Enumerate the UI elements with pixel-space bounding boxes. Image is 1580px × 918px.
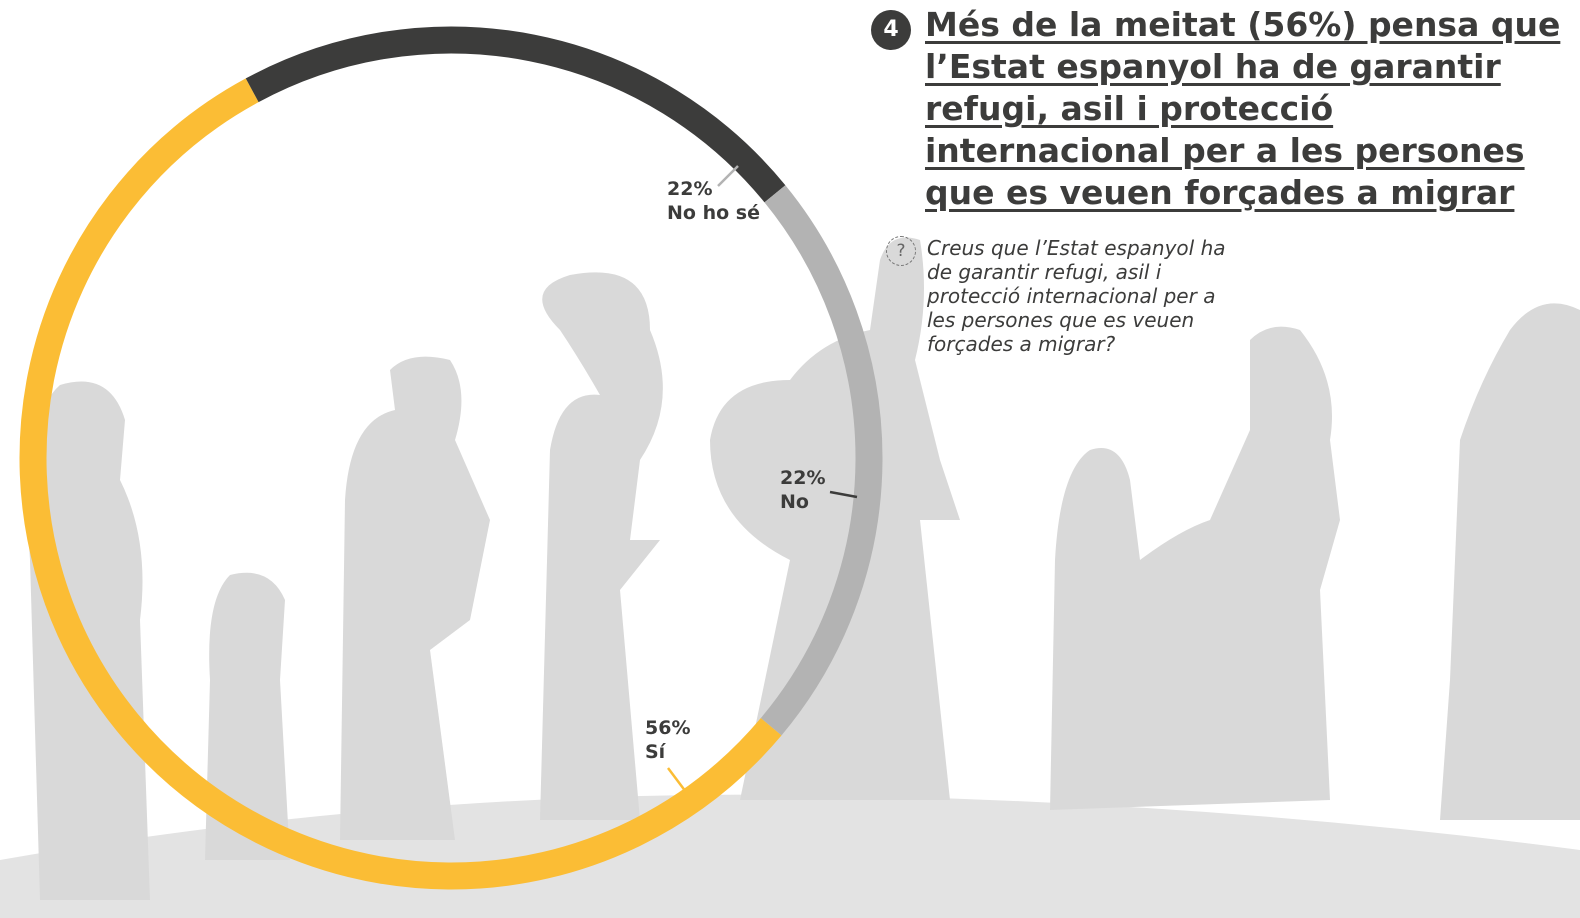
question-icon: ? — [886, 236, 916, 266]
category-label: Sí — [645, 741, 667, 763]
value-label: 22% — [780, 467, 825, 489]
donut-segment — [19, 78, 782, 890]
donut-segment — [245, 26, 786, 203]
leader-line — [829, 490, 858, 499]
donut-segment — [760, 185, 883, 736]
value-label: 22% — [667, 178, 712, 200]
chart-subtitle: Creus que l’Estat espanyol ha de garanti… — [927, 236, 1226, 356]
leader-line — [717, 165, 739, 187]
category-label: No ho sé — [667, 202, 760, 224]
donut — [19, 26, 883, 890]
background-silhouettes — [0, 237, 1580, 918]
question-number: 4 — [871, 10, 911, 50]
category-label: No — [780, 491, 809, 513]
value-label: 56% — [645, 717, 690, 739]
chart-title: Més de la meitat (56%) pensa que l’Estat… — [925, 5, 1561, 212]
leader-line — [667, 767, 687, 793]
